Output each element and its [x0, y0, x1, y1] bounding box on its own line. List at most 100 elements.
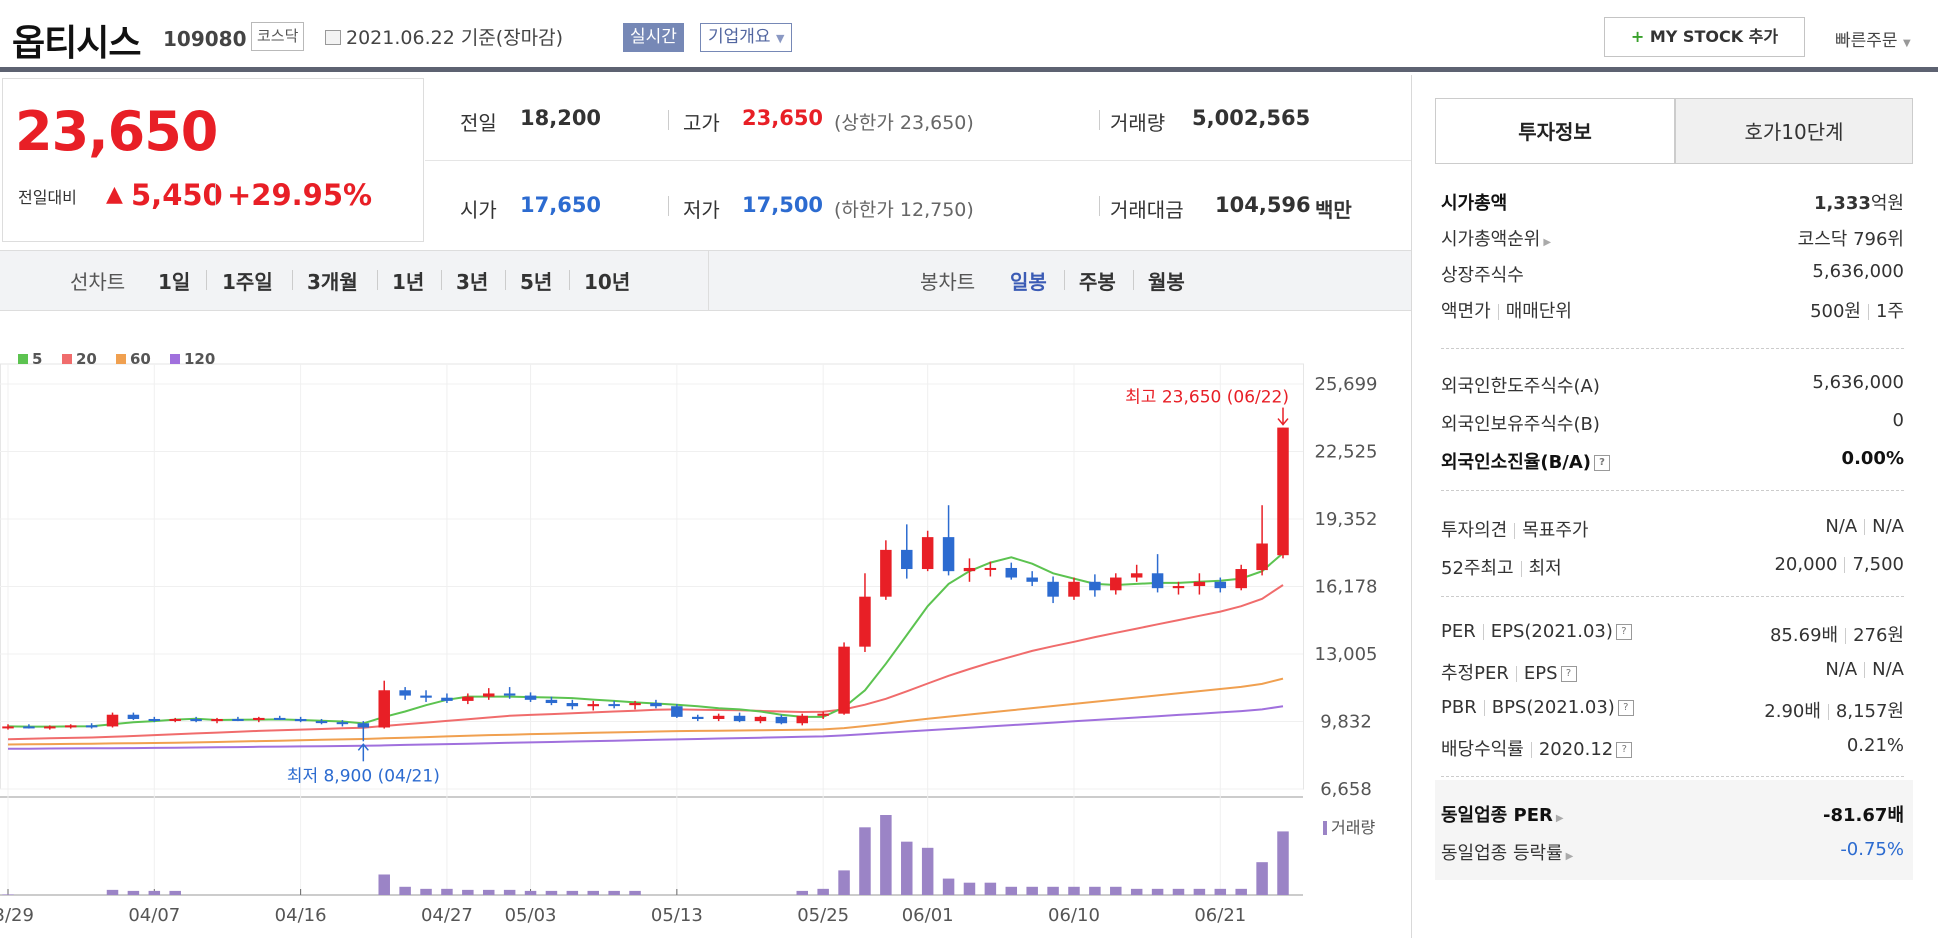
divider: [1099, 110, 1100, 130]
volume-bar: [880, 815, 892, 895]
high-label: 고가: [683, 111, 720, 135]
help-icon[interactable]: ?: [1560, 666, 1577, 682]
volume-bar: [1151, 888, 1164, 895]
candle-body: [127, 714, 140, 719]
y-tick-label: 6,658: [1320, 779, 1372, 800]
candle-body: [85, 725, 98, 728]
foreign-hold-row: 외국인보유주식수(B) 0: [1441, 406, 1904, 436]
y-tick-label: 13,005: [1315, 644, 1378, 665]
candle-body: [482, 693, 495, 697]
candle-body: [462, 696, 474, 701]
company-info-dropdown[interactable]: 기업개요 ▼: [700, 23, 793, 52]
caret-right-icon: ▶: [1543, 237, 1552, 248]
period-1w[interactable]: 1주일: [222, 270, 273, 294]
industry-rate-row[interactable]: 동일업종 등락률 ▶ -0.75%: [1441, 835, 1904, 865]
candle-body: [294, 718, 307, 722]
add-my-stock-button[interactable]: + MY STOCK 추가: [1604, 17, 1805, 57]
target-value: N/A: [1872, 516, 1904, 537]
x-tick-label: 03/29: [0, 905, 34, 926]
period-3m[interactable]: 3개월: [307, 270, 358, 294]
help-icon[interactable]: ?: [1616, 742, 1633, 758]
base-date: 2021.06.22 기준(장마감): [346, 27, 564, 49]
candle-body: [671, 706, 683, 717]
help-icon[interactable]: ?: [1617, 700, 1634, 716]
quick-order-button[interactable]: 빠른주문 ▼: [1835, 26, 1911, 51]
tab-invest-info[interactable]: 투자정보: [1435, 98, 1675, 164]
period-5y[interactable]: 5년: [520, 270, 553, 294]
divider: [1827, 704, 1829, 720]
volume-bar: [942, 878, 955, 895]
chevron-down-icon: ▼: [1902, 38, 1911, 49]
market-cap-rank-value: 코스닥 796위: [1797, 229, 1904, 250]
period-monthly[interactable]: 월봉: [1148, 270, 1185, 294]
dividend-value: 0.21%: [1846, 735, 1904, 756]
volume-bar: [629, 890, 641, 895]
divider: [206, 270, 207, 290]
candle-body: [1089, 581, 1101, 591]
price-plot-frame: [0, 363, 1304, 790]
volume-bar: [1005, 886, 1018, 895]
industry-box: [1435, 780, 1913, 880]
volume-bar: [859, 827, 871, 895]
divider: [1411, 75, 1412, 938]
legend-swatch-60: [116, 354, 126, 364]
candle-body: [1172, 586, 1185, 589]
candle-body: [566, 703, 579, 707]
candle-body: [399, 690, 411, 696]
industry-per-row[interactable]: 동일업종 PER ▶ -81.67배: [1441, 797, 1904, 827]
foreign-limit-value: 5,636,000: [1812, 372, 1904, 393]
candle-body: [1214, 581, 1227, 589]
foreign-limit-row: 외국인한도주식수(A) 5,636,000: [1441, 368, 1904, 398]
volume-bar: [420, 888, 432, 895]
market-cap-rank-row[interactable]: 시가총액순위 ▶ 코스닥 796위: [1441, 221, 1904, 251]
divider: [569, 270, 570, 290]
x-tick-label: 05/25: [797, 905, 849, 926]
volume-bar: [148, 890, 161, 895]
realtime-button[interactable]: 실시간: [623, 23, 684, 52]
per-row: PER EPS(2021.03)? 85.69배 276원: [1441, 617, 1904, 647]
price-change: 5,450: [131, 178, 223, 212]
period-weekly[interactable]: 주봉: [1079, 270, 1116, 294]
candle-body: [211, 718, 223, 722]
est-eps-value: N/A: [1872, 659, 1904, 680]
trade-amount-label: 거래대금: [1110, 198, 1184, 222]
volume-bar: [399, 886, 411, 895]
industry-per-label: 동일업종 PER ▶: [1441, 801, 1564, 827]
lower-limit: (하한가 12,750): [834, 199, 974, 221]
divider: [1441, 490, 1904, 491]
x-tick-label: 05/13: [651, 905, 703, 926]
volume-bar: [1256, 862, 1268, 895]
divider: [1064, 270, 1065, 290]
period-10y[interactable]: 10년: [584, 270, 631, 294]
current-price-box: [2, 78, 424, 242]
help-icon[interactable]: ?: [1615, 624, 1632, 640]
volume-bar: [566, 890, 579, 895]
par-label: 액면가: [1441, 301, 1491, 322]
candle-body: [712, 715, 725, 719]
par-unit-value: 500원 1주: [1810, 297, 1904, 323]
divider: [1864, 662, 1866, 678]
candle-body: [106, 714, 119, 727]
volume-bar: [921, 847, 934, 895]
x-tick-label: 04/27: [421, 905, 473, 926]
period-3y[interactable]: 3년: [456, 270, 489, 294]
max-price-annotation: 최고 23,650 (06/22): [1125, 388, 1289, 408]
candle-body: [1235, 569, 1247, 589]
divider: [441, 270, 442, 290]
candle-body: [587, 704, 599, 707]
listed-shares-label: 상장주식수: [1441, 265, 1524, 286]
tab-hoga[interactable]: 호가10단계: [1675, 98, 1913, 164]
help-icon[interactable]: ?: [1594, 455, 1611, 471]
listed-shares-row: 상장주식수 5,636,000: [1441, 257, 1904, 287]
period-1y[interactable]: 1년: [392, 270, 425, 294]
candle-body: [984, 567, 997, 570]
candle-body: [503, 693, 516, 696]
volume-bar: [796, 890, 809, 895]
dividend-row: 배당수익률 2020.12? 0.21%: [1441, 731, 1904, 761]
pbr-label: PBR BPS(2021.03)?: [1441, 697, 1634, 718]
rank-label-text: 시가총액순위: [1441, 229, 1541, 250]
period-daily[interactable]: 일봉: [1010, 270, 1047, 294]
candle-body: [629, 703, 641, 706]
period-1d[interactable]: 1일: [158, 270, 191, 294]
unit-label: 매매단위: [1505, 301, 1572, 322]
